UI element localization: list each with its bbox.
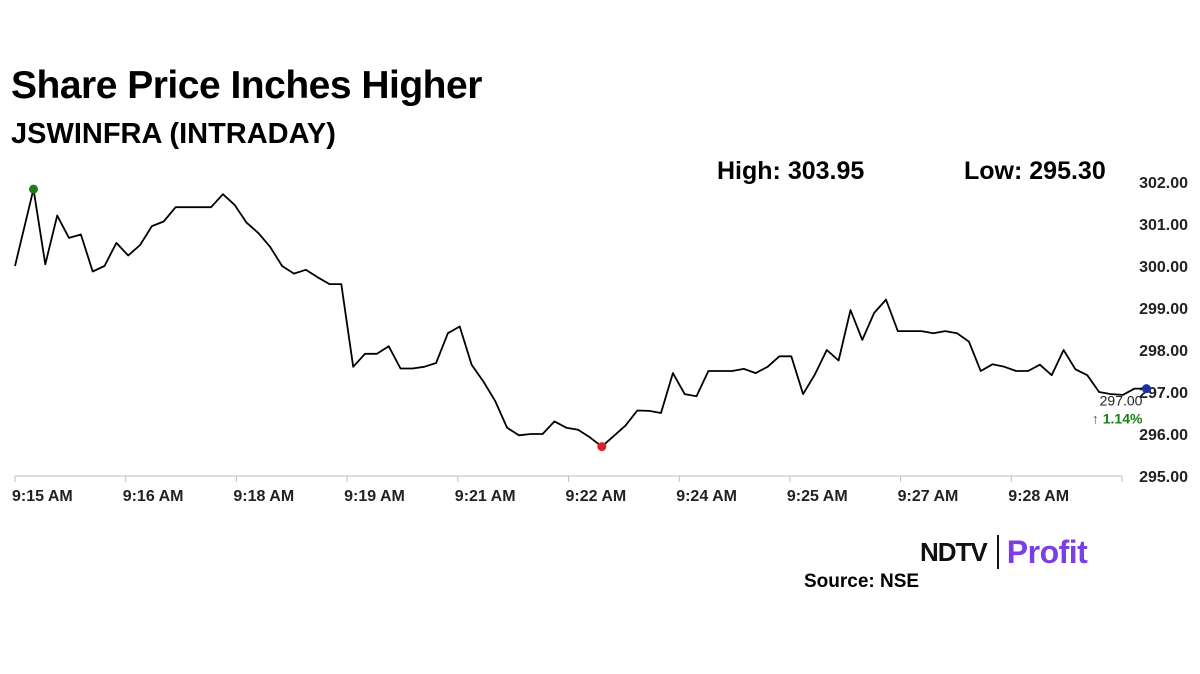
x-tick-label: 9:28 AM: [1008, 488, 1069, 505]
x-tick-label: 9:27 AM: [898, 488, 959, 505]
markers-layer: [29, 184, 1151, 452]
x-tick-label: 9:18 AM: [233, 488, 294, 505]
last-price-labels: 297.00 ↑ 1.14%: [1092, 393, 1143, 427]
x-tick-label: 9:22 AM: [566, 488, 627, 505]
y-tick-label: 299.00: [1139, 301, 1188, 318]
chart-subtitle: JSWINFRA (INTRADAY): [11, 118, 336, 150]
low-price-label: Low: 295.30: [964, 157, 1106, 185]
x-tick-label: 9:25 AM: [787, 488, 848, 505]
price-series-line: [14, 188, 1147, 448]
x-tick-label: 9:15 AM: [12, 488, 73, 505]
y-tick-label: 302.00: [1139, 175, 1188, 192]
logo-divider: [996, 535, 999, 569]
high-point-marker: [29, 184, 38, 194]
y-tick-label: 295.00: [1139, 469, 1188, 486]
chart-title: Share Price Inches Higher: [11, 64, 482, 107]
x-tick-label: 9:21 AM: [455, 488, 516, 505]
y-tick-label: 300.00: [1139, 259, 1188, 276]
y-tick-label: 301.00: [1139, 217, 1188, 234]
low-point-marker: [597, 442, 607, 452]
x-tick-label: 9:16 AM: [123, 488, 184, 505]
high-price-label: High: 303.95: [717, 157, 865, 185]
y-axis: 295.00 296.00 297.00 298.00 299.00 300.00 301.…: [1139, 175, 1188, 486]
y-tick-label: 298.00: [1139, 343, 1188, 360]
logo-ndtv-text: NDTV: [920, 536, 988, 567]
last-point-marker: [1141, 384, 1151, 394]
last-price-label: 297.00: [1100, 393, 1143, 409]
x-tick-label: 9:19 AM: [344, 488, 405, 505]
series-layer: [14, 188, 1147, 448]
source-note: Source: NSE: [804, 571, 920, 592]
change-percent-label: ↑ 1.14%: [1092, 411, 1143, 427]
ndtv-profit-logo: NDTV Profit: [920, 532, 1088, 572]
logo-profit-text: Profit: [1006, 533, 1088, 570]
y-tick-label: 296.00: [1139, 427, 1188, 444]
y-tick-label: 297.00: [1139, 385, 1188, 402]
x-axis: 9:15 AM 9:16 AM 9:18 AM 9:19 AM 9:21 AM 9:22 …: [12, 475, 1123, 505]
x-tick-label: 9:24 AM: [676, 488, 737, 505]
